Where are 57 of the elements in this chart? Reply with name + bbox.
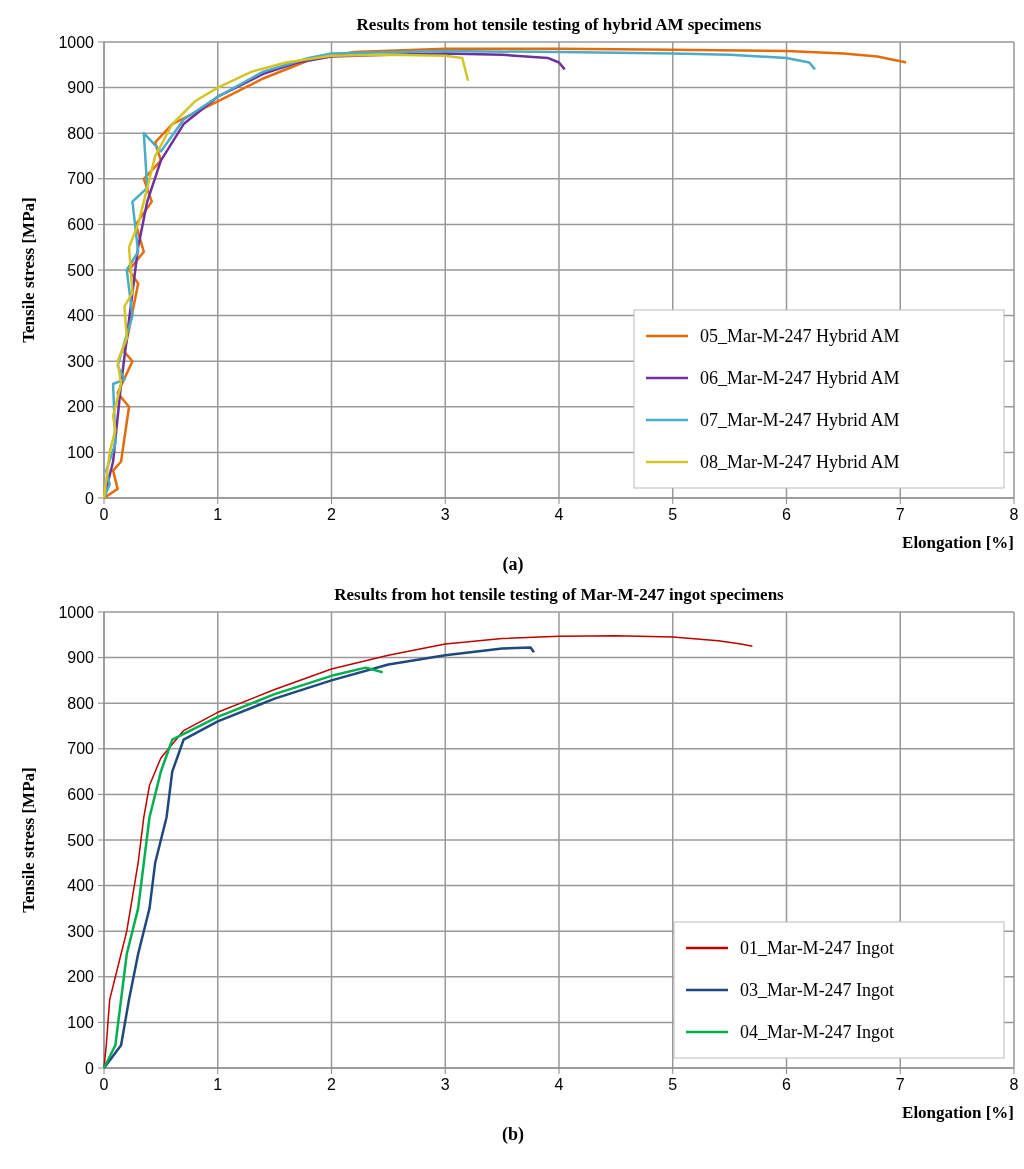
y-tick-label: 700 bbox=[67, 740, 95, 758]
legend-label: 05_Mar-M-247 Hybrid AM bbox=[700, 326, 900, 347]
x-tick-label: 6 bbox=[782, 1076, 792, 1093]
legend-label: 04_Mar-M-247 Ingot bbox=[740, 1022, 895, 1043]
y-tick-label: 100 bbox=[67, 444, 95, 461]
x-tick-label: 7 bbox=[895, 1076, 905, 1093]
y-tick-label: 600 bbox=[67, 786, 95, 803]
line-series bbox=[102, 53, 470, 500]
legend-label: 03_Mar-M-247 Ingot bbox=[740, 980, 895, 1001]
x-axis-title: Elongation [%] bbox=[902, 533, 1014, 552]
y-tick-label: 800 bbox=[67, 124, 95, 142]
y-tick-label: 100 bbox=[67, 1014, 95, 1031]
chart-title: Results from hot tensile testing of hybrid AM specimens bbox=[356, 15, 762, 34]
x-tick-label: 4 bbox=[554, 1076, 564, 1093]
y-tick-label: 300 bbox=[67, 922, 95, 940]
x-tick-label: 8 bbox=[1009, 1076, 1019, 1093]
y-tick-label: 900 bbox=[67, 649, 95, 667]
text: (b) bbox=[502, 1124, 524, 1145]
x-tick-label: 3 bbox=[440, 1076, 450, 1093]
x-tick-label: 1 bbox=[213, 506, 223, 523]
x-tick-label: 5 bbox=[668, 1076, 678, 1093]
y-tick-label: 0 bbox=[85, 489, 95, 507]
y-tick-label: 300 bbox=[67, 352, 95, 370]
x-tick-label: 8 bbox=[1009, 506, 1019, 523]
y-axis-title: Tensile stress [MPa] bbox=[19, 767, 38, 913]
x-tick-label: 3 bbox=[440, 506, 450, 523]
legend-label: 06_Mar-M-247 Hybrid AM bbox=[700, 368, 900, 389]
y-tick-label: 400 bbox=[67, 307, 95, 325]
x-tick-label: 6 bbox=[782, 506, 792, 523]
x-tick-label: 4 bbox=[554, 506, 564, 523]
x-tick-label: 5 bbox=[668, 506, 678, 523]
legend-label: 08_Mar-M-247 Hybrid AM bbox=[700, 452, 900, 473]
legend-label: 01_Mar-M-247 Ingot bbox=[740, 938, 895, 959]
y-tick-label: 500 bbox=[67, 261, 95, 279]
y-tick-label: 400 bbox=[67, 877, 95, 895]
y-tick-label: 0 bbox=[85, 1059, 95, 1077]
y-tick-label: 600 bbox=[67, 216, 95, 233]
x-tick-label: 1 bbox=[213, 1076, 223, 1093]
x-axis-title: Elongation [%] bbox=[902, 1103, 1014, 1122]
y-axis-title: Tensile stress [MPa] bbox=[19, 197, 38, 343]
chart-title: Results from hot tensile testing of Mar-M-247 ingot specimens bbox=[334, 585, 785, 604]
y-tick-label: 700 bbox=[67, 170, 95, 188]
y-tick-label: 500 bbox=[67, 831, 95, 849]
line-series bbox=[102, 666, 384, 1070]
legend-label: 07_Mar-M-247 Hybrid AM bbox=[700, 410, 900, 431]
y-tick-label: 200 bbox=[67, 398, 95, 416]
y-tick-label: 900 bbox=[67, 79, 95, 97]
y-tick-label: 1000 bbox=[58, 603, 95, 621]
x-tick-label: 0 bbox=[99, 506, 109, 523]
y-tick-label: 1000 bbox=[58, 33, 95, 51]
x-tick-label: 7 bbox=[895, 506, 905, 523]
x-tick-label: 2 bbox=[327, 1076, 337, 1093]
y-tick-label: 200 bbox=[67, 968, 95, 986]
x-tick-label: 2 bbox=[327, 506, 337, 523]
y-tick-label: 800 bbox=[67, 694, 95, 712]
text: (a) bbox=[502, 554, 524, 575]
x-tick-label: 0 bbox=[99, 1076, 109, 1093]
